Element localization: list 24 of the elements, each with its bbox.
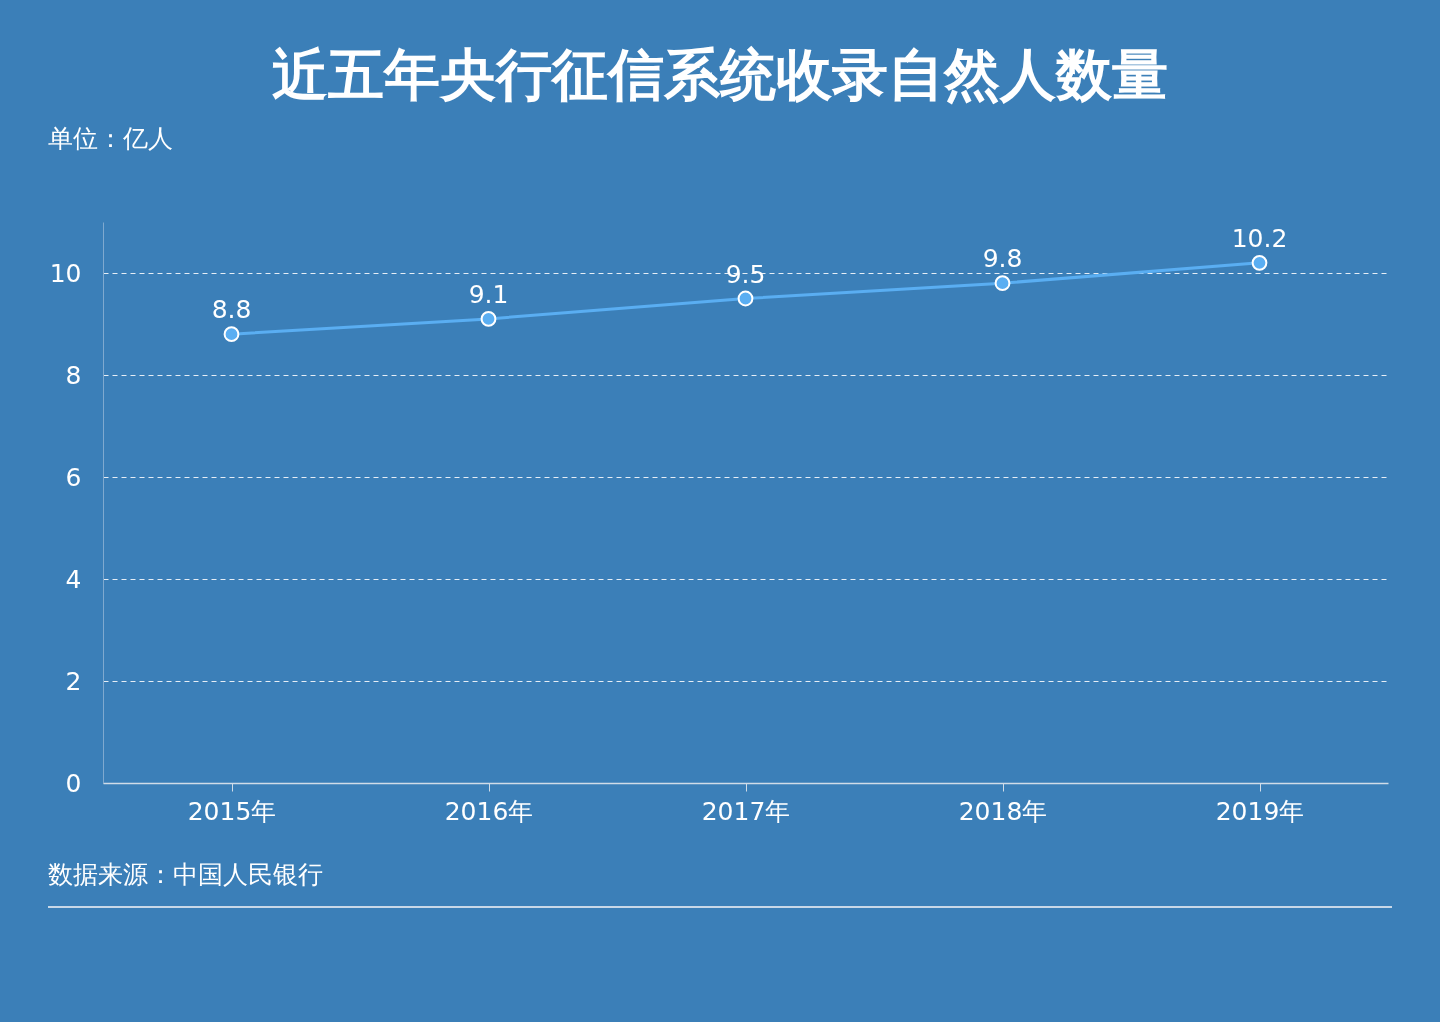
data-label: 9.5 [725,259,766,289]
point [994,275,1011,292]
point [223,326,240,343]
data-label: 8.8 [211,295,252,325]
y-tick-label: 4 [65,564,82,594]
y-tick-label: 2 [65,666,82,696]
source-note: 数据来源：中国人民银行 [48,859,323,891]
data-label: 10.2 [1231,223,1288,253]
chart-title: 近五年央行征信系统收录自然人数量 [271,41,1169,109]
point [1251,254,1268,271]
x-tick-label: 2017年 [701,796,791,826]
x-tick-label: 2019年 [1215,796,1305,826]
point [480,311,497,327]
y-tick-label: 0 [65,768,82,798]
data-label: 9.8 [982,244,1023,274]
y-tick-label: 6 [65,462,82,492]
y-tick-label: 10 [49,258,82,288]
data-label: 9.1 [468,279,509,309]
x-tick-label: 2016年 [444,796,534,826]
x-tick-label: 2018年 [958,796,1048,826]
y-tick-label: 8 [65,360,82,390]
x-tick-label: 2015年 [187,796,277,826]
y-axis-title: 单位：亿人 [48,123,173,155]
point [737,290,754,307]
